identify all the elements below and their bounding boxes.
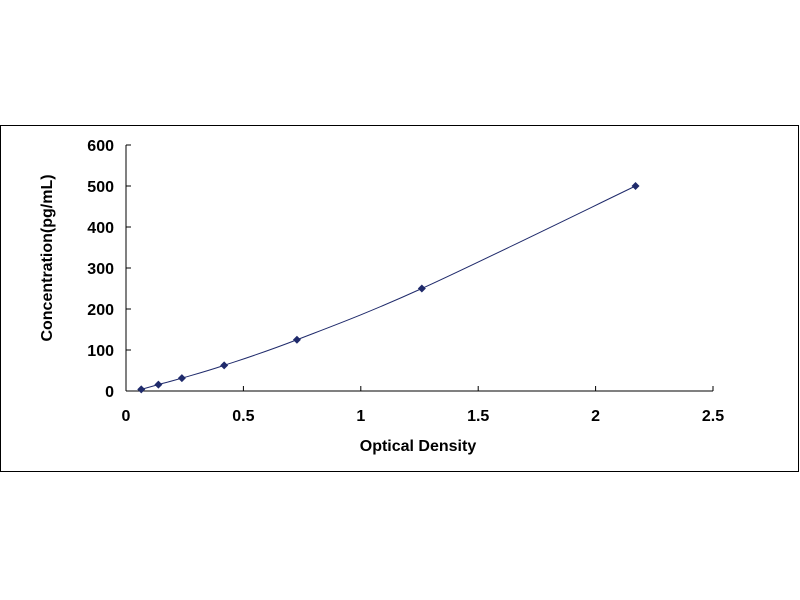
fit-curve — [141, 185, 636, 390]
y-tick-label: 300 — [87, 261, 114, 278]
x-axis-ticks: 0 0.5 1 1.5 2 2.5 — [122, 386, 724, 425]
y-tick-label: 400 — [87, 220, 114, 237]
y-axis-ticks: 0 100 200 300 400 500 600 — [87, 138, 131, 401]
y-axis-title: Concentration(pg/mL) — [39, 174, 56, 341]
y-tick-label: 500 — [87, 179, 114, 196]
axes — [125, 145, 713, 392]
x-tick-label: 0.5 — [232, 408, 254, 425]
x-tick-label: 1 — [356, 408, 365, 425]
y-tick-label: 600 — [87, 138, 114, 155]
x-axis-title: Optical Density — [360, 438, 477, 455]
x-tick-label: 0 — [122, 408, 131, 425]
data-point — [177, 374, 186, 383]
data-point — [417, 284, 426, 293]
x-tick-label: 1.5 — [467, 408, 489, 425]
y-tick-label: 100 — [87, 343, 114, 360]
data-point — [137, 385, 146, 394]
y-tick-label: 200 — [87, 302, 114, 319]
x-tick-label: 2 — [591, 408, 600, 425]
x-tick-label: 2.5 — [702, 408, 724, 425]
data-points — [137, 182, 640, 394]
data-point — [631, 182, 640, 190]
data-point — [154, 380, 163, 389]
data-point — [220, 361, 229, 370]
y-tick-label: 0 — [105, 384, 114, 401]
data-point — [292, 335, 301, 344]
